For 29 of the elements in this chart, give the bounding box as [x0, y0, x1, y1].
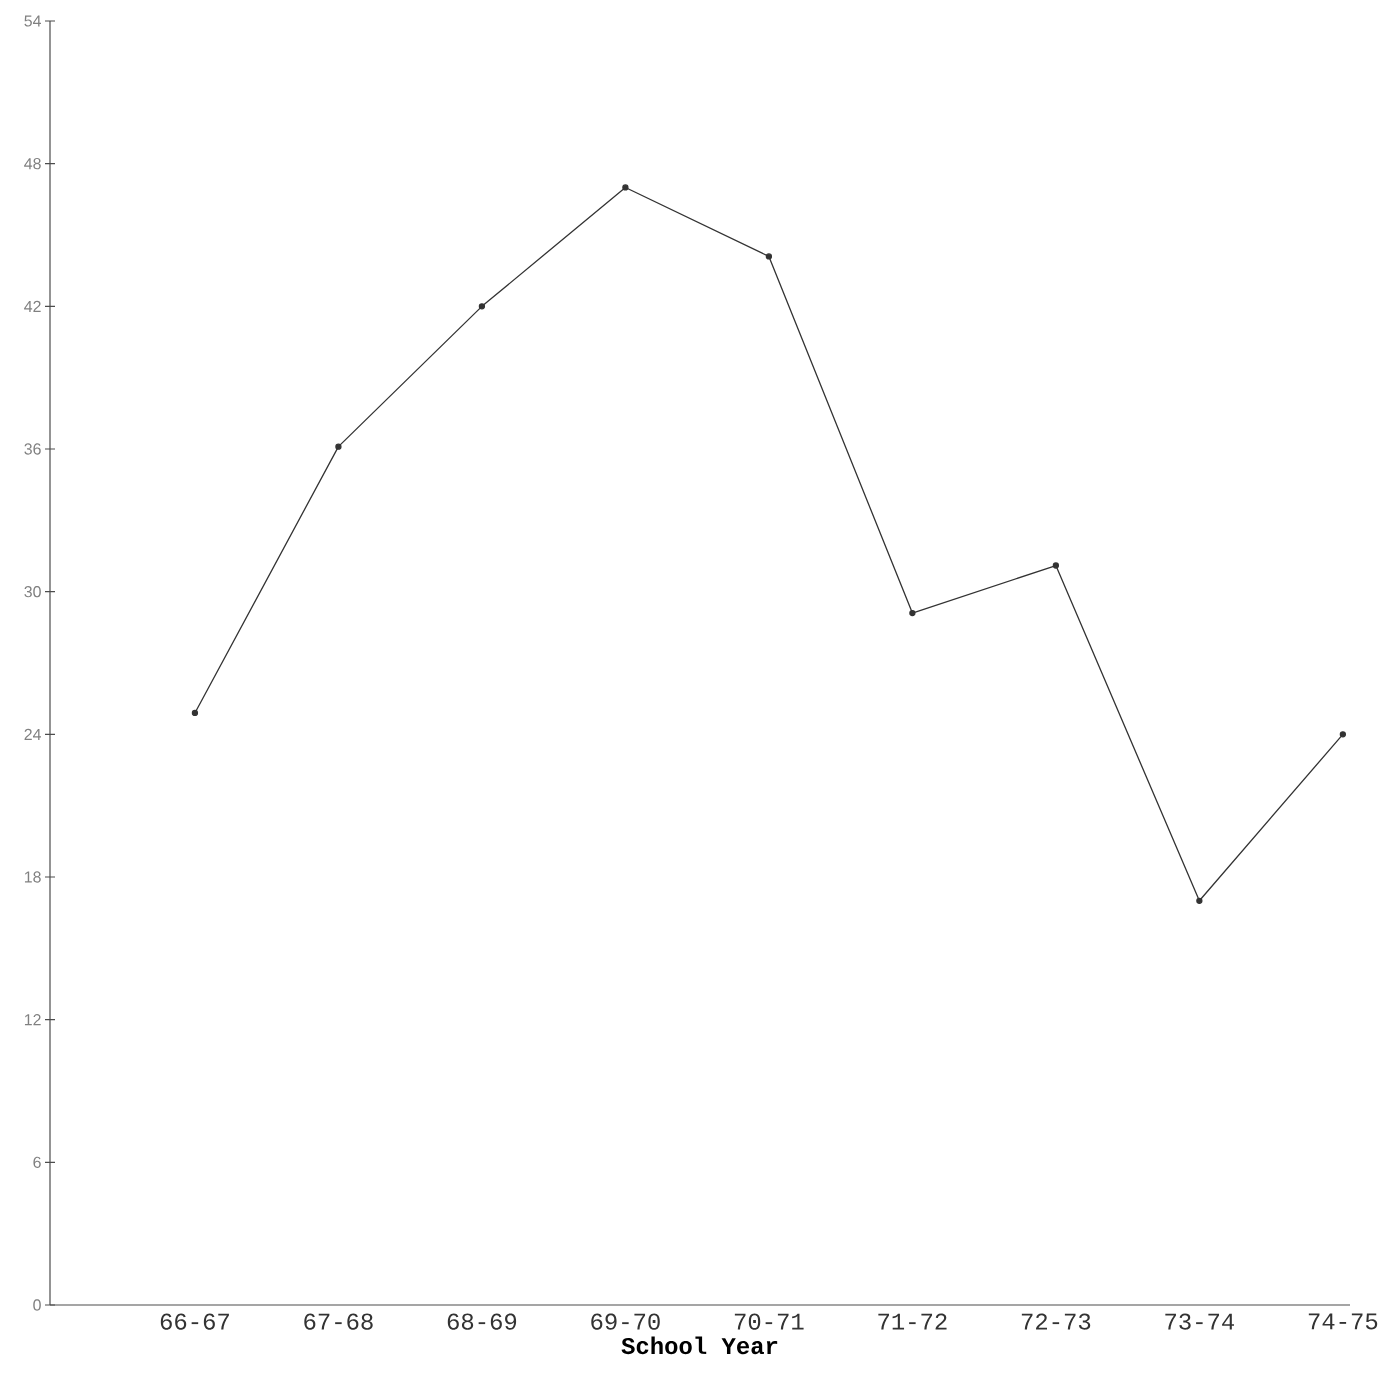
x-tick-label: 74-75 — [1308, 1313, 1378, 1330]
point — [335, 443, 342, 450]
x-tick-label: 71-72 — [878, 1313, 947, 1330]
x-tick-label: 69-70 — [591, 1313, 660, 1330]
y-tick-label: 0 — [33, 1299, 41, 1311]
point — [478, 303, 486, 310]
point — [1196, 897, 1203, 904]
y-tick-label: 42 — [24, 300, 41, 312]
x-tick-label: 68-69 — [447, 1313, 517, 1330]
y-tick-label: 36 — [24, 443, 41, 455]
point — [622, 184, 629, 191]
y-tick-label: 48 — [24, 158, 41, 170]
x-tick-label: 72-73 — [1021, 1313, 1091, 1330]
x-tick-label: 70-71 — [734, 1313, 804, 1330]
x-axis-title: School Year — [621, 1336, 778, 1355]
y-tick-label: 12 — [24, 1014, 41, 1026]
y-tick-label: 6 — [33, 1156, 41, 1168]
y-tick-label: 24 — [24, 728, 41, 740]
point — [1052, 562, 1060, 569]
point — [1339, 731, 1347, 738]
point — [909, 609, 916, 617]
y-tick-label: 54 — [24, 15, 41, 27]
x-tick-label: 73-74 — [1165, 1313, 1235, 1330]
x-tick-label: 67-68 — [304, 1313, 373, 1330]
y-tick-label: 30 — [24, 586, 41, 598]
x-tick-label: 66-67 — [160, 1313, 229, 1330]
point — [765, 253, 773, 260]
point — [191, 709, 199, 717]
y-tick-label: 18 — [24, 871, 41, 883]
